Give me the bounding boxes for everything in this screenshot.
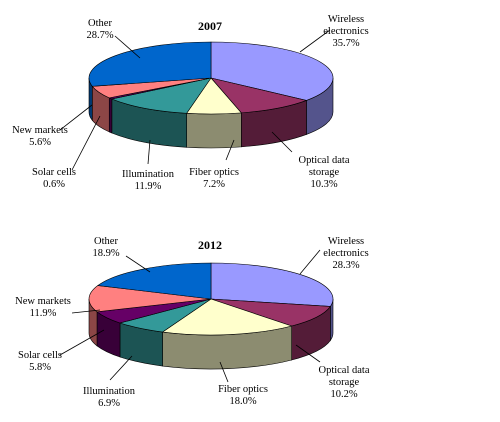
data-label-line: Other (88, 18, 112, 29)
data-label-line: storage (309, 167, 340, 178)
pie-slice-optical-data-storage (210, 77, 308, 114)
data-label-line: Fiber optics (218, 384, 268, 395)
data-label-line: 18.0% (229, 396, 256, 407)
data-label-optical-data-storage: Optical data storage 10.3% (298, 155, 349, 190)
pie-slice-other (88, 41, 212, 87)
chart-title: 2012 (198, 238, 222, 252)
data-label-line: 11.9% (135, 181, 162, 192)
pie-top-faces (88, 41, 334, 115)
data-label-line: storage (329, 377, 360, 388)
pie-slice-wireless-electronics (210, 41, 334, 101)
data-label-line: 28.3% (332, 260, 359, 271)
data-label-new-markets: New markets 5.6% (12, 125, 68, 148)
data-label-line: 5.8% (29, 362, 51, 373)
data-label-line: 35.7% (332, 38, 359, 49)
leader-line-optical-data-storage (271, 131, 293, 153)
data-label-line: Wireless (328, 236, 364, 247)
pie-top-faces (88, 262, 334, 336)
data-label-line: Optical data (298, 155, 349, 166)
data-label-line: 18.9% (92, 248, 119, 259)
leader-line-solar-cells (59, 329, 105, 356)
leader-line-wireless-electronics (299, 29, 331, 53)
leader-line-fiber-optics (219, 361, 229, 383)
leader-line-new-markets (59, 104, 93, 131)
data-label-line: New markets (15, 296, 71, 307)
data-label-optical-data-storage: Optical data storage 10.2% (318, 365, 369, 400)
data-label-line: electronics (323, 26, 368, 37)
data-label-line: 10.2% (330, 389, 357, 400)
pie-slice-optical-data-storage (210, 298, 331, 327)
data-label-line: Illumination (122, 169, 175, 180)
data-label-line: Solar cells (18, 350, 62, 361)
pie-slice-new-markets (88, 285, 212, 313)
data-label-line: 28.7% (86, 30, 113, 41)
data-label-wireless-electronics: Wireless electronics 28.3% (323, 236, 368, 271)
pie-slice-illumination (110, 77, 212, 114)
data-label-solar-cells: Solar cells 5.8% (18, 350, 62, 373)
data-label-illumination: Illumination 6.9% (83, 386, 136, 409)
pie-slice-wireless-electronics (210, 262, 334, 307)
pie-slice-fiber-optics (161, 298, 293, 336)
data-label-wireless-electronics: Wireless electronics 35.7% (323, 14, 368, 49)
data-label-line: Wireless (328, 14, 364, 25)
data-label-line: Illumination (83, 386, 136, 397)
pie-chart-2007: 2007 Wireless electronics 35.7% Optical data… (12, 14, 369, 192)
leader-line-fiber-optics (225, 139, 235, 161)
pie-chart-2012: 2012 Wireless electronics 28.3% Optical data… (15, 236, 370, 409)
data-label-line: 5.6% (29, 137, 51, 148)
data-label-other: Other 28.7% (86, 18, 113, 41)
leader-line-illumination (109, 355, 133, 381)
leader-line-other (125, 255, 151, 273)
data-label-other: Other 18.9% (92, 236, 119, 259)
data-label-line: 11.9% (30, 308, 57, 319)
data-label-line: Solar cells (32, 167, 76, 178)
data-label-line: 0.6% (43, 179, 65, 190)
leader-line-new-markets (71, 309, 101, 314)
pie-slice-other (97, 262, 212, 300)
data-label-fiber-optics: Fiber optics 18.0% (218, 384, 268, 407)
data-label-new-markets: New markets 11.9% (15, 296, 71, 319)
chart-title: 2007 (198, 19, 222, 33)
data-label-line: Other (94, 236, 118, 247)
data-label-line: 10.3% (310, 179, 337, 190)
data-label-fiber-optics: Fiber optics 7.2% (189, 167, 239, 190)
leader-line-wireless-electronics (299, 249, 321, 275)
leader-line-illumination (147, 139, 151, 165)
data-label-line: 6.9% (98, 398, 120, 409)
data-label-illumination: Illumination 11.9% (122, 169, 175, 192)
data-label-line: Fiber optics (189, 167, 239, 178)
data-label-line: Optical data (318, 365, 369, 376)
pie-wall-solar-cells (108, 97, 113, 134)
data-label-line: electronics (323, 248, 368, 259)
data-label-line: New markets (12, 125, 68, 136)
leader-line-optical-data-storage (295, 344, 321, 363)
data-label-line: 7.2% (203, 179, 225, 190)
leader-line-solar-cells (71, 115, 101, 171)
data-label-solar-cells: Solar cells 0.6% (32, 167, 76, 190)
leader-line-other (114, 35, 141, 59)
